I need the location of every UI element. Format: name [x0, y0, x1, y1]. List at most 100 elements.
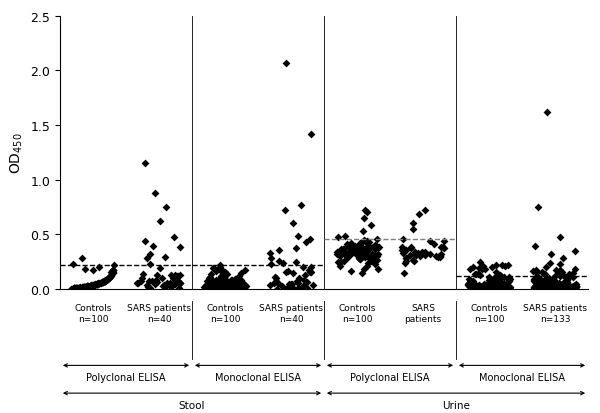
Point	[489, 281, 499, 288]
Point	[478, 263, 488, 270]
Point	[561, 280, 571, 286]
Text: SARS patients
n=40: SARS patients n=40	[127, 304, 191, 323]
Point	[564, 282, 574, 289]
Point	[133, 280, 142, 286]
Point	[420, 252, 430, 259]
Point	[358, 251, 368, 258]
Text: Controls
n=100: Controls n=100	[206, 304, 244, 323]
Point	[410, 251, 420, 258]
Point	[77, 284, 87, 291]
Point	[287, 285, 296, 292]
Point	[485, 285, 494, 292]
Point	[167, 284, 176, 290]
Point	[468, 264, 478, 271]
Point	[464, 283, 473, 290]
Point	[529, 268, 538, 274]
Text: SARS patients
n=40: SARS patients n=40	[259, 304, 323, 323]
Point	[159, 282, 169, 289]
Point	[101, 278, 110, 284]
Point	[108, 270, 118, 276]
Point	[551, 267, 561, 274]
Point	[238, 285, 248, 292]
Point	[468, 278, 478, 284]
Point	[269, 280, 278, 287]
Point	[236, 281, 245, 287]
Point	[544, 276, 554, 282]
Point	[540, 282, 550, 289]
Point	[415, 254, 424, 260]
Point	[302, 279, 311, 285]
Point	[558, 255, 568, 262]
Point	[490, 280, 499, 287]
Point	[400, 260, 410, 266]
Point	[167, 282, 177, 288]
Point	[437, 251, 446, 258]
Point	[560, 273, 569, 280]
Point	[230, 276, 240, 282]
Point	[284, 281, 293, 288]
Point	[211, 282, 220, 289]
Point	[569, 284, 578, 291]
Point	[484, 284, 493, 291]
Point	[361, 254, 370, 261]
Point	[80, 284, 90, 290]
Point	[100, 278, 110, 284]
Point	[494, 285, 504, 292]
Point	[439, 238, 449, 244]
Point	[491, 283, 501, 290]
Point	[494, 283, 504, 290]
Point	[543, 284, 553, 291]
Point	[364, 239, 373, 246]
Point	[308, 282, 317, 288]
Point	[75, 285, 85, 291]
Text: Monoclonal ELISA: Monoclonal ELISA	[215, 373, 301, 382]
Point	[175, 280, 184, 286]
Point	[414, 211, 424, 218]
Point	[488, 285, 498, 291]
Point	[535, 283, 545, 290]
Point	[273, 280, 283, 286]
Point	[274, 247, 284, 254]
Point	[529, 276, 539, 282]
Point	[397, 244, 407, 251]
Point	[175, 244, 185, 251]
Point	[496, 272, 505, 278]
Point	[541, 285, 551, 292]
Point	[208, 285, 218, 291]
Point	[544, 281, 554, 288]
Text: Controls
n=100: Controls n=100	[338, 304, 376, 323]
Point	[539, 283, 549, 290]
Point	[533, 274, 543, 280]
Point	[86, 282, 96, 289]
Point	[70, 285, 79, 292]
Point	[202, 278, 212, 284]
Point	[529, 284, 539, 291]
Point	[350, 248, 359, 254]
Point	[530, 283, 540, 290]
Point	[217, 269, 227, 276]
Point	[80, 284, 89, 290]
Point	[491, 285, 501, 291]
Point	[233, 283, 243, 290]
Point	[296, 202, 306, 209]
Point	[162, 280, 172, 286]
Point	[557, 282, 567, 288]
Text: Stool: Stool	[179, 400, 205, 410]
Point	[349, 247, 359, 254]
Point	[218, 280, 227, 287]
Point	[539, 284, 549, 290]
Point	[529, 277, 539, 284]
Y-axis label: OD$_{450}$: OD$_{450}$	[8, 132, 25, 173]
Point	[166, 272, 175, 278]
Point	[534, 285, 544, 291]
Point	[203, 282, 213, 289]
Point	[553, 286, 562, 292]
Point	[539, 282, 548, 289]
Point	[487, 264, 497, 271]
Point	[496, 280, 505, 287]
Point	[362, 209, 371, 216]
Point	[82, 283, 92, 290]
Point	[431, 254, 441, 260]
Point	[436, 253, 445, 259]
Point	[68, 286, 77, 292]
